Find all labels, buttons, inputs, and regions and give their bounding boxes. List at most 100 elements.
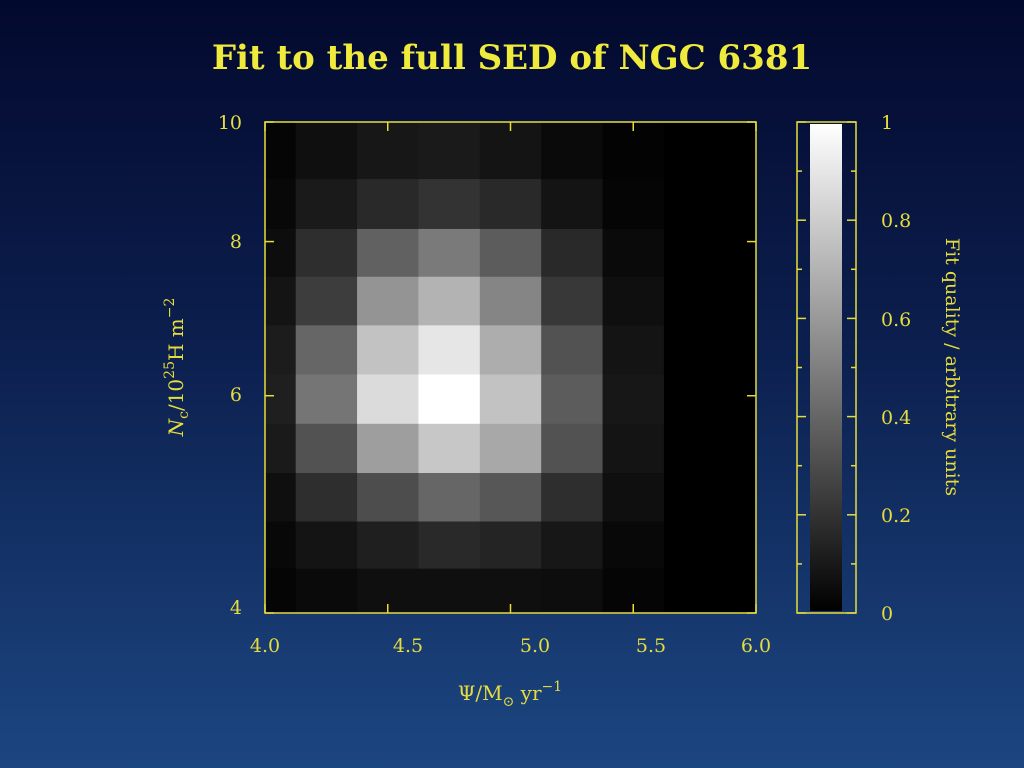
heatmap-cell [418, 324, 481, 375]
heatmap-cell [602, 178, 665, 229]
heatmap-cell [663, 423, 757, 474]
heatmap-cell [265, 472, 297, 522]
heatmap-cell [663, 276, 757, 326]
heatmap-cell [357, 423, 420, 474]
y-label-superscript: −2 [162, 298, 178, 319]
heatmap-cell [265, 276, 297, 326]
plot-frame [264, 121, 757, 614]
slide-title: Fit to the full SED of NGC 6381 [211, 38, 813, 78]
colorbar-tick-label: 0.6 [881, 309, 911, 331]
heatmap-cells [265, 122, 757, 614]
heatmap-cell [602, 228, 665, 277]
heatmap-cell [295, 228, 358, 277]
heatmap-cell [418, 568, 481, 614]
colorbar-tick-label: 0.2 [881, 505, 911, 527]
x-tick-label: 4.5 [393, 635, 423, 657]
colorbar-tick-label: 0 [881, 603, 893, 625]
x-tick-label: 6.0 [741, 635, 771, 657]
heatmap-cell [295, 373, 358, 424]
y-axis-label: Nc/1025H m−2 [162, 298, 192, 438]
x-label-subscript: ⊙ [503, 694, 515, 710]
heatmap-cell [357, 228, 420, 277]
heatmap-cell [418, 520, 481, 569]
heatmap-cell [663, 228, 757, 277]
colorbar-frame [796, 121, 857, 614]
heatmap-cell [541, 228, 604, 277]
colorbar-tick-label: 0.4 [881, 407, 911, 429]
x-label-unit: yr [514, 681, 542, 705]
heatmap-cell [541, 520, 604, 569]
heatmap-cell [479, 228, 542, 277]
y-tick-label: 4 [230, 597, 242, 619]
heatmap-cell [663, 122, 757, 180]
heatmap-cell [418, 228, 481, 277]
heatmap-cell [602, 423, 665, 474]
x-label-symbol: Ψ/M [458, 681, 503, 705]
heatmap-cell [265, 373, 297, 424]
heatmap-cell [357, 324, 420, 375]
heatmap-cell [479, 324, 542, 375]
heatmap-cell [295, 568, 358, 614]
heatmap-cell [418, 423, 481, 474]
y-label-subscript: c [176, 411, 192, 419]
heatmap-cell [663, 373, 757, 424]
y-label-superscript: 25 [162, 361, 178, 379]
heatmap-cell [479, 276, 542, 326]
heatmap-cell [541, 568, 604, 614]
heatmap-cell [295, 520, 358, 569]
x-tick-label: 5.5 [636, 635, 666, 657]
heatmap-cell [265, 568, 297, 614]
heatmap-cell [663, 520, 757, 569]
heatmap-cell [541, 178, 604, 229]
colorbar-gradient [810, 124, 842, 611]
heatmap-cell [295, 276, 358, 326]
colorbar-label: Fit quality / arbitrary units [941, 238, 963, 496]
y-label-symbol: N [164, 417, 188, 437]
y-tick-label: 8 [230, 231, 242, 253]
heatmap-cell [295, 472, 358, 522]
heatmap-cell [265, 122, 297, 180]
heatmap-cell [295, 324, 358, 375]
x-axis-label: Ψ/M⊙ yr−1 [458, 679, 562, 710]
x-tick-label: 4.0 [250, 635, 280, 657]
colorbar-tick-label: 1 [881, 112, 893, 134]
heatmap-cell [418, 373, 481, 424]
heatmap-cell [295, 178, 358, 229]
heatmap-cell [357, 472, 420, 522]
x-tick-label: 5.0 [520, 635, 550, 657]
heatmap-cell [479, 423, 542, 474]
y-tick-label: 10 [218, 112, 242, 134]
heatmap-cell [541, 423, 604, 474]
colorbar-tick-label: 0.8 [881, 210, 911, 232]
heatmap-cell [295, 122, 358, 180]
heatmap-cell [357, 276, 420, 326]
heatmap-cell [602, 472, 665, 522]
heatmap-cell [418, 178, 481, 229]
heatmap-cell [265, 423, 297, 474]
heatmap-cell [418, 122, 481, 180]
heatmap-cell [602, 520, 665, 569]
x-label-superscript: −1 [542, 679, 563, 695]
y-label-unit: H m [164, 318, 188, 361]
heatmap-cell [357, 520, 420, 569]
heatmap-cell [541, 122, 604, 180]
heatmap-cell [663, 178, 757, 229]
heatmap-cell [479, 178, 542, 229]
y-tick-label: 6 [230, 384, 242, 406]
heatmap-cell [602, 324, 665, 375]
heatmap-cell [663, 568, 757, 614]
heatmap-cell [479, 373, 542, 424]
heatmap-cell [602, 122, 665, 180]
heatmap-cell [265, 520, 297, 569]
heatmap-cell [265, 324, 297, 375]
heatmap-cell [663, 472, 757, 522]
heatmap-cell [541, 373, 604, 424]
heatmap-cell [418, 472, 481, 522]
heatmap-cell [541, 276, 604, 326]
heatmap-cell [479, 520, 542, 569]
heatmap-cell [663, 324, 757, 375]
heatmap-cell [357, 178, 420, 229]
heatmap-cell [265, 228, 297, 277]
heatmap-cell [295, 423, 358, 474]
